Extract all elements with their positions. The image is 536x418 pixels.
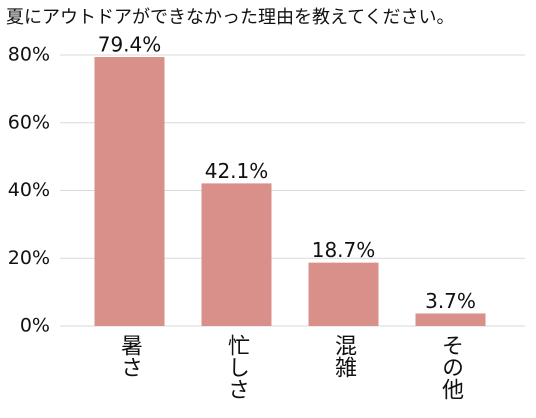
value-label: 18.7% bbox=[312, 238, 376, 262]
value-label: 42.1% bbox=[205, 159, 269, 183]
y-tick-label: 80% bbox=[8, 44, 50, 66]
y-tick-label: 60% bbox=[8, 111, 50, 133]
x-tick-label: 混雑 bbox=[331, 334, 357, 378]
x-tick-label: 暑さ bbox=[117, 334, 143, 378]
y-tick-label: 40% bbox=[8, 179, 50, 201]
value-label: 79.4% bbox=[98, 33, 162, 57]
bar bbox=[308, 262, 379, 326]
chart-title: 夏にアウトドアができなかった理由を教えてください。 bbox=[6, 7, 455, 28]
x-tick-label: その他 bbox=[438, 334, 464, 400]
y-tick-label: 0% bbox=[20, 315, 50, 337]
bar bbox=[415, 313, 486, 326]
value-label: 3.7% bbox=[425, 289, 476, 313]
y-tick-label: 20% bbox=[8, 247, 50, 269]
bar bbox=[94, 57, 165, 326]
bar bbox=[201, 183, 272, 326]
x-tick-label: 忙しさ bbox=[224, 334, 250, 400]
